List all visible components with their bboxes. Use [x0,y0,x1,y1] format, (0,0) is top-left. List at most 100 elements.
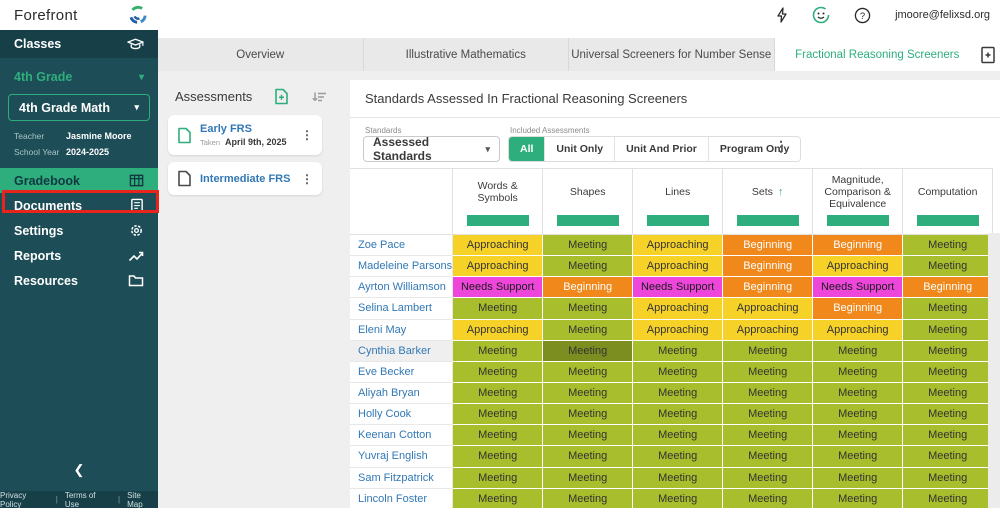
score-cell[interactable]: Meeting [722,445,814,468]
score-cell[interactable]: Meeting [542,487,634,508]
score-cell[interactable]: Approaching [812,318,904,341]
score-cell[interactable]: Meeting [632,381,724,405]
sidebar-item-resources[interactable]: Resources [0,268,158,293]
footer-link-privacy-policy[interactable]: Privacy Policy [0,490,27,508]
score-cell[interactable]: Beginning [722,276,814,299]
score-cell[interactable]: Beginning [722,255,814,278]
assessment-card-intermediate-frs[interactable]: Intermediate FRS ⋮ [168,162,322,195]
score-cell[interactable]: Approaching [632,297,724,320]
score-cell[interactable]: Meeting [812,487,904,508]
score-cell[interactable]: Meeting [722,339,814,362]
student-name-cell[interactable]: Aliyah Bryan [350,381,454,405]
score-cell[interactable]: Approaching [632,233,724,257]
score-cell[interactable]: Approaching [722,297,814,320]
column-header-words-symbols[interactable]: Words & Symbols [452,168,544,235]
score-cell[interactable]: Meeting [812,424,904,447]
tab-overview[interactable]: Overview [158,38,364,71]
score-cell[interactable]: Meeting [902,445,994,468]
tab-fractional-reasoning-screeners[interactable]: Fractional Reasoning Screeners [774,38,980,71]
student-name-cell[interactable]: Selina Lambert [350,297,454,320]
score-cell[interactable]: Meeting [542,445,634,468]
score-cell[interactable]: Approaching [452,318,544,341]
score-cell[interactable]: Meeting [902,360,994,383]
score-cell[interactable]: Beginning [542,276,634,299]
score-cell[interactable]: Approaching [452,255,544,278]
score-cell[interactable]: Meeting [902,255,994,278]
score-cell[interactable]: Meeting [632,403,724,426]
filter-button-unit-only[interactable]: Unit Only [545,137,616,161]
help-icon[interactable]: ? [854,7,871,24]
score-cell[interactable]: Meeting [542,360,634,383]
add-assessment-icon[interactable] [274,88,289,105]
score-cell[interactable]: Beginning [812,233,904,257]
more-menu-icon[interactable]: ⋮ [774,138,788,154]
score-cell[interactable]: Meeting [902,233,994,257]
student-name-cell[interactable]: Holly Cook [350,403,454,426]
score-cell[interactable]: Approaching [632,255,724,278]
score-cell[interactable]: Meeting [632,487,724,508]
score-cell[interactable]: Meeting [452,381,544,405]
scrollbar-track[interactable] [988,233,1000,508]
score-cell[interactable]: Meeting [452,360,544,383]
student-name-cell[interactable]: Eve Becker [350,360,454,383]
column-header-magnitude-comparison-equivalence[interactable]: Magnitude, Comparison & Equivalence [812,168,904,235]
score-cell[interactable]: Meeting [542,233,634,257]
filter-button-all[interactable]: All [509,137,546,161]
score-cell[interactable]: Meeting [812,339,904,362]
kebab-menu-icon[interactable]: ⋮ [301,171,313,186]
student-name-cell[interactable]: Keenan Cotton [350,424,454,447]
score-cell[interactable]: Meeting [722,360,814,383]
score-cell[interactable]: Beginning [812,297,904,320]
score-cell[interactable]: Meeting [902,424,994,447]
score-cell[interactable]: Meeting [452,339,544,362]
student-name-cell[interactable]: Eleni May [350,318,454,341]
score-cell[interactable]: Meeting [812,403,904,426]
score-cell[interactable]: Meeting [812,466,904,489]
sidebar-item-settings[interactable]: Settings [0,218,158,243]
score-cell[interactable]: Meeting [902,318,994,341]
student-name-cell[interactable]: Lincoln Foster [350,487,454,508]
column-header-lines[interactable]: Lines [632,168,724,235]
score-cell[interactable]: Approaching [812,255,904,278]
column-header-shapes[interactable]: Shapes [542,168,634,235]
score-cell[interactable]: Meeting [542,381,634,405]
student-name-cell[interactable]: Cynthia Barker [350,339,454,362]
score-cell[interactable]: Approaching [452,233,544,257]
score-cell[interactable]: Meeting [542,255,634,278]
student-name-cell[interactable]: Sam Fitzpatrick [350,466,454,489]
tab-illustrative-mathematics[interactable]: Illustrative Mathematics [363,38,569,71]
student-name-cell[interactable]: Yuvraj English [350,445,454,468]
score-cell[interactable]: Meeting [812,445,904,468]
score-cell[interactable]: Meeting [542,466,634,489]
score-cell[interactable]: Meeting [902,381,994,405]
footer-link-terms-of-use[interactable]: Terms of Use [64,490,96,508]
sidebar-item-gradebook[interactable]: Gradebook [0,168,158,193]
assessment-link-intermediate-frs[interactable]: Intermediate FRS [200,172,291,185]
sidebar-item-documents[interactable]: Documents [0,193,158,218]
score-cell[interactable]: Meeting [722,381,814,405]
score-cell[interactable]: Meeting [542,318,634,341]
score-cell[interactable]: Meeting [722,403,814,426]
student-name-cell[interactable]: Zoe Pace [350,233,454,257]
score-cell[interactable]: Beginning [722,233,814,257]
score-cell[interactable]: Meeting [722,466,814,489]
lightning-icon[interactable] [776,7,788,23]
avatar-icon[interactable] [812,6,830,24]
score-cell[interactable]: Beginning [902,276,994,299]
user-email[interactable]: jmoore@felixsd.org [895,9,990,21]
column-header-sets[interactable]: Sets ↑ [722,168,814,235]
footer-link-site-map[interactable]: Site Map [127,490,143,508]
filter-button-program-only[interactable]: Program Only [708,137,801,161]
score-cell[interactable]: Meeting [812,360,904,383]
score-cell[interactable]: Meeting [722,424,814,447]
score-cell[interactable]: Meeting [452,487,544,508]
score-cell[interactable]: Needs Support [452,276,544,299]
tab-universal-screeners-for-number-sense[interactable]: Universal Screeners for Number Sense [569,38,775,71]
score-cell[interactable]: Meeting [452,297,544,320]
score-cell[interactable]: Meeting [542,297,634,320]
grade-selector[interactable]: 4th Grade ▾ [0,62,158,92]
class-selector[interactable]: 4th Grade Math ▾ [8,94,150,121]
score-cell[interactable]: Meeting [902,297,994,320]
sidebar-item-classes[interactable]: Classes [0,30,158,58]
kebab-menu-icon[interactable]: ⋮ [301,128,313,142]
